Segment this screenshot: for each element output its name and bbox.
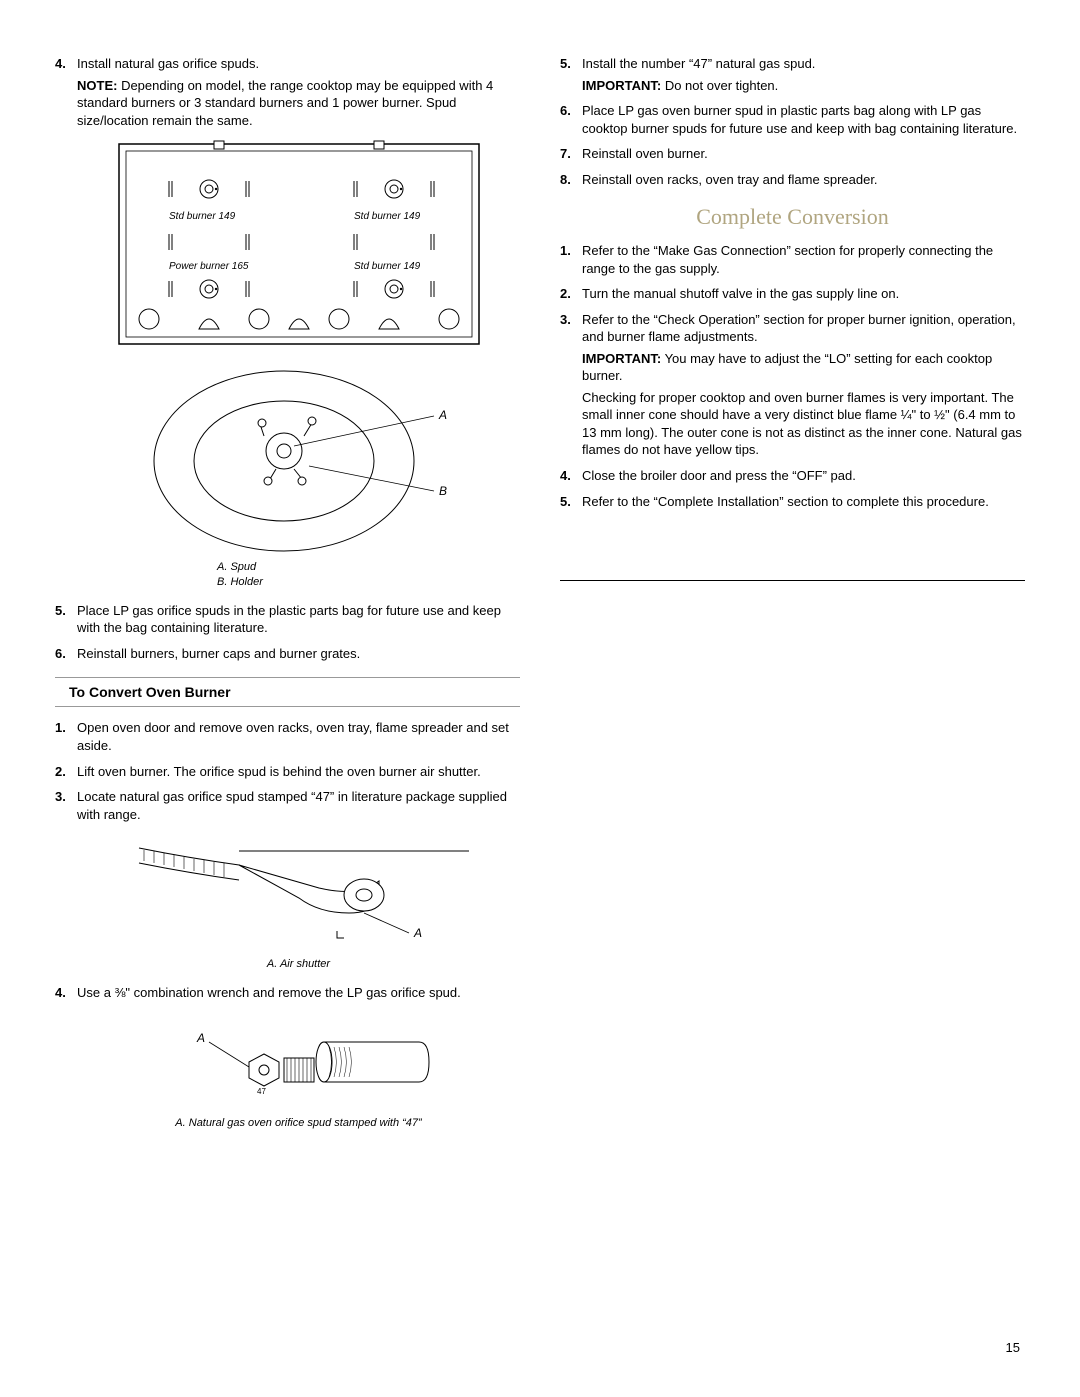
svg-text:Std burner 149: Std burner 149 bbox=[169, 211, 236, 222]
page-number: 15 bbox=[1006, 1339, 1020, 1357]
r-step-6: 6.Place LP gas oven burner spud in plast… bbox=[560, 102, 1025, 137]
note-text: Depending on model, the range cooktop ma… bbox=[77, 78, 493, 128]
air-shutter-diagram: A A. Air shutter bbox=[77, 833, 520, 972]
spud-holder-diagram: A B A. Spud B. Holder bbox=[77, 361, 520, 590]
left-list-56: 5.Place LP gas orifice spuds in the plas… bbox=[55, 602, 520, 663]
r-step-7: 7.Reinstall oven burner. bbox=[560, 145, 1025, 163]
c4-list: 4.Use a ⅜" combination wrench and remove… bbox=[55, 984, 520, 1002]
svg-text:Std burner 149: Std burner 149 bbox=[354, 211, 421, 222]
c-step-2: 2.Lift oven burner. The orifice spud is … bbox=[55, 763, 520, 781]
left-list-top: 4. Install natural gas orifice spuds. NO… bbox=[55, 55, 520, 129]
svg-text:A: A bbox=[413, 926, 422, 940]
cc-step-3: 3. Refer to the “Check Operation” sectio… bbox=[560, 311, 1025, 459]
complete-list: 1.Refer to the “Make Gas Connection” sec… bbox=[560, 242, 1025, 510]
svg-text:B: B bbox=[439, 484, 447, 498]
svg-text:47: 47 bbox=[257, 1087, 266, 1096]
step-6: 6.Reinstall burners, burner caps and bur… bbox=[55, 645, 520, 663]
svg-text:A: A bbox=[438, 408, 447, 422]
complete-conversion-heading: Complete Conversion bbox=[560, 202, 1025, 232]
spud47-diagram: A 47 A. Natural gas oven orifice bbox=[77, 1012, 520, 1131]
step-5: 5.Place LP gas orifice spuds in the plas… bbox=[55, 602, 520, 637]
c-step-4: 4.Use a ⅜" combination wrench and remove… bbox=[55, 984, 520, 1002]
cooktop-diagram: Std burner 149 Std burner 149 Power burn… bbox=[77, 139, 520, 349]
cc3-extra: Checking for proper cooktop and oven bur… bbox=[582, 389, 1025, 459]
convert-heading: To Convert Oven Burner bbox=[55, 677, 520, 708]
note-label: NOTE: bbox=[77, 78, 117, 93]
c-step-3: 3.Locate natural gas orifice spud stampe… bbox=[55, 788, 520, 823]
right-list-top: 5. Install the number “47” natural gas s… bbox=[560, 55, 1025, 188]
right-column: 5. Install the number “47” natural gas s… bbox=[560, 55, 1025, 1142]
step-text: Install natural gas orifice spuds. bbox=[77, 56, 259, 71]
cc-step-2: 2.Turn the manual shutoff valve in the g… bbox=[560, 285, 1025, 303]
step-num: 4. bbox=[55, 55, 66, 73]
shutter-caption: A. Air shutter bbox=[77, 957, 520, 972]
svg-text:Std burner 149: Std burner 149 bbox=[354, 261, 421, 272]
cc-step-4: 4.Close the broiler door and press the “… bbox=[560, 467, 1025, 485]
spud-caption: A. Spud B. Holder bbox=[217, 560, 520, 590]
cc-step-5: 5.Refer to the “Complete Installation” s… bbox=[560, 493, 1025, 511]
cc-step-1: 1.Refer to the “Make Gas Connection” sec… bbox=[560, 242, 1025, 277]
r-step-5: 5. Install the number “47” natural gas s… bbox=[560, 55, 1025, 94]
left-column: 4. Install natural gas orifice spuds. NO… bbox=[55, 55, 520, 1142]
c-step-1: 1.Open oven door and remove oven racks, … bbox=[55, 719, 520, 754]
step-4: 4. Install natural gas orifice spuds. NO… bbox=[55, 55, 520, 129]
svg-text:A: A bbox=[196, 1031, 205, 1045]
r5-important: IMPORTANT: Do not over tighten. bbox=[582, 77, 1025, 95]
step-4-note: NOTE: Depending on model, the range cook… bbox=[77, 77, 520, 130]
svg-text:Power burner 165: Power burner 165 bbox=[169, 261, 249, 272]
convert-list: 1.Open oven door and remove oven racks, … bbox=[55, 719, 520, 823]
cc3-important: IMPORTANT: You may have to adjust the “L… bbox=[582, 350, 1025, 385]
r-step-8: 8.Reinstall oven racks, oven tray and fl… bbox=[560, 171, 1025, 189]
spud47-caption: A. Natural gas oven orifice spud stamped… bbox=[77, 1116, 520, 1131]
divider-line bbox=[560, 580, 1025, 581]
